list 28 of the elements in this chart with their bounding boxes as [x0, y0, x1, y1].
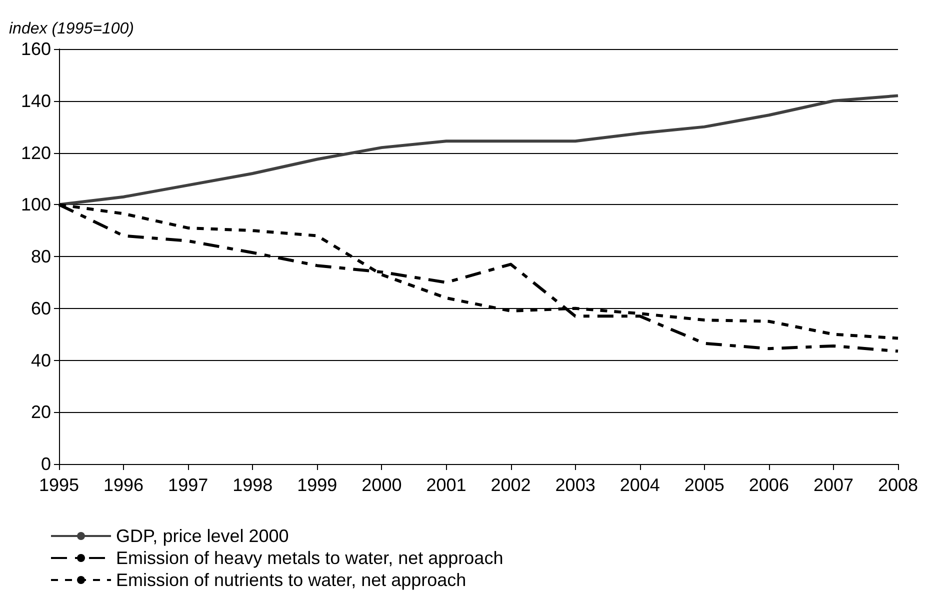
- x-tick-label: 1995: [38, 475, 80, 495]
- y-tick-label: 140: [20, 90, 51, 111]
- x-tick-label: 1999: [297, 475, 338, 495]
- legend-label: GDP, price level 2000: [116, 526, 289, 546]
- x-tick-label: 2006: [748, 475, 789, 495]
- x-tick-label: 1997: [168, 475, 208, 495]
- y-tick-label: 60: [30, 298, 51, 318]
- x-tick-label: 2000: [362, 475, 402, 495]
- legend-label: Emission of heavy metals to water, net approach: [116, 548, 504, 568]
- y-axis-title: index (1995=100): [9, 20, 134, 38]
- line-series: [58, 94, 900, 206]
- x-tick-label: 2005: [684, 475, 724, 495]
- y-tick-label: 40: [30, 350, 51, 370]
- y-tick-label: 20: [30, 402, 51, 422]
- legend-label: Emission of nutrients to water, net approach: [116, 570, 466, 590]
- y-tick-label: 0: [40, 454, 51, 474]
- x-tick-label: 2001: [426, 475, 466, 495]
- y-tick-label: 100: [20, 194, 51, 215]
- y-tick-label: 120: [20, 142, 51, 163]
- x-tick-label: 2003: [555, 475, 596, 495]
- x-tick-label: 2008: [878, 475, 918, 495]
- x-tick-label: 1998: [232, 475, 273, 495]
- x-tick-label: 2002: [490, 475, 531, 495]
- x-tick-label: 1996: [104, 475, 144, 495]
- y-tick-label: 160: [20, 39, 51, 59]
- y-tick-label: 80: [30, 246, 51, 266]
- x-tick-label: 2004: [620, 475, 660, 495]
- x-tick-label: 2007: [813, 475, 854, 495]
